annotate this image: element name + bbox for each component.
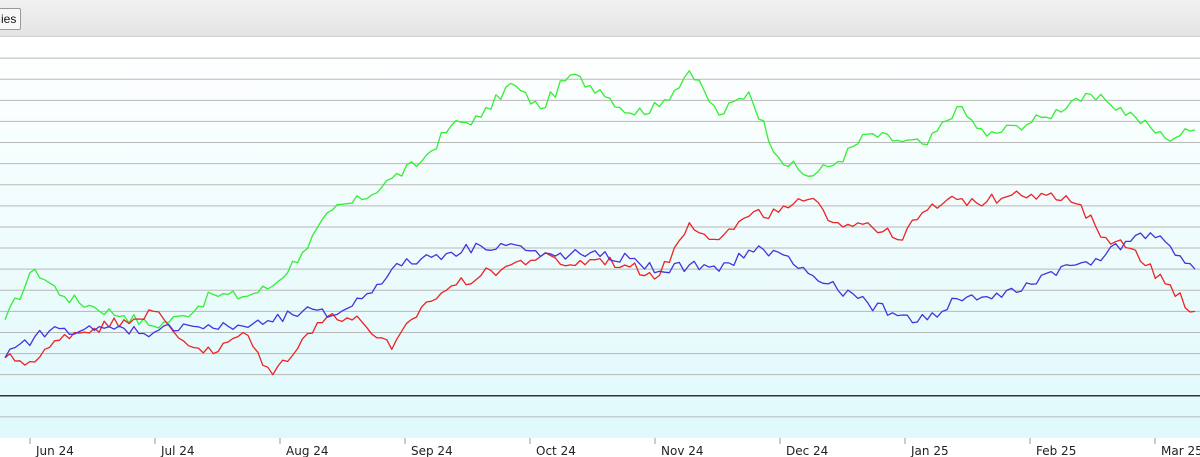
x-tick-label: Aug 24 [286, 444, 329, 457]
x-tick-label: Jun 24 [35, 444, 74, 457]
x-tick-label: Mar 25 [1161, 444, 1200, 457]
series-button[interactable]: ies [0, 8, 22, 30]
x-tick-label: Sep 24 [411, 444, 453, 457]
x-tick-label: Nov 24 [661, 444, 704, 457]
x-tick-label: Jul 24 [160, 444, 195, 457]
x-tick-label: Dec 24 [786, 444, 828, 457]
series-line-1 [4, 70, 1196, 329]
series-line-2 [4, 190, 1196, 376]
series-line-3 [4, 232, 1196, 359]
x-tick-label: Feb 25 [1036, 444, 1076, 457]
plot-area [0, 37, 1200, 438]
x-tick-label: Oct 24 [536, 444, 576, 457]
x-tick-label: Jan 25 [910, 444, 949, 457]
chart-toolbar: ies [0, 0, 1200, 37]
